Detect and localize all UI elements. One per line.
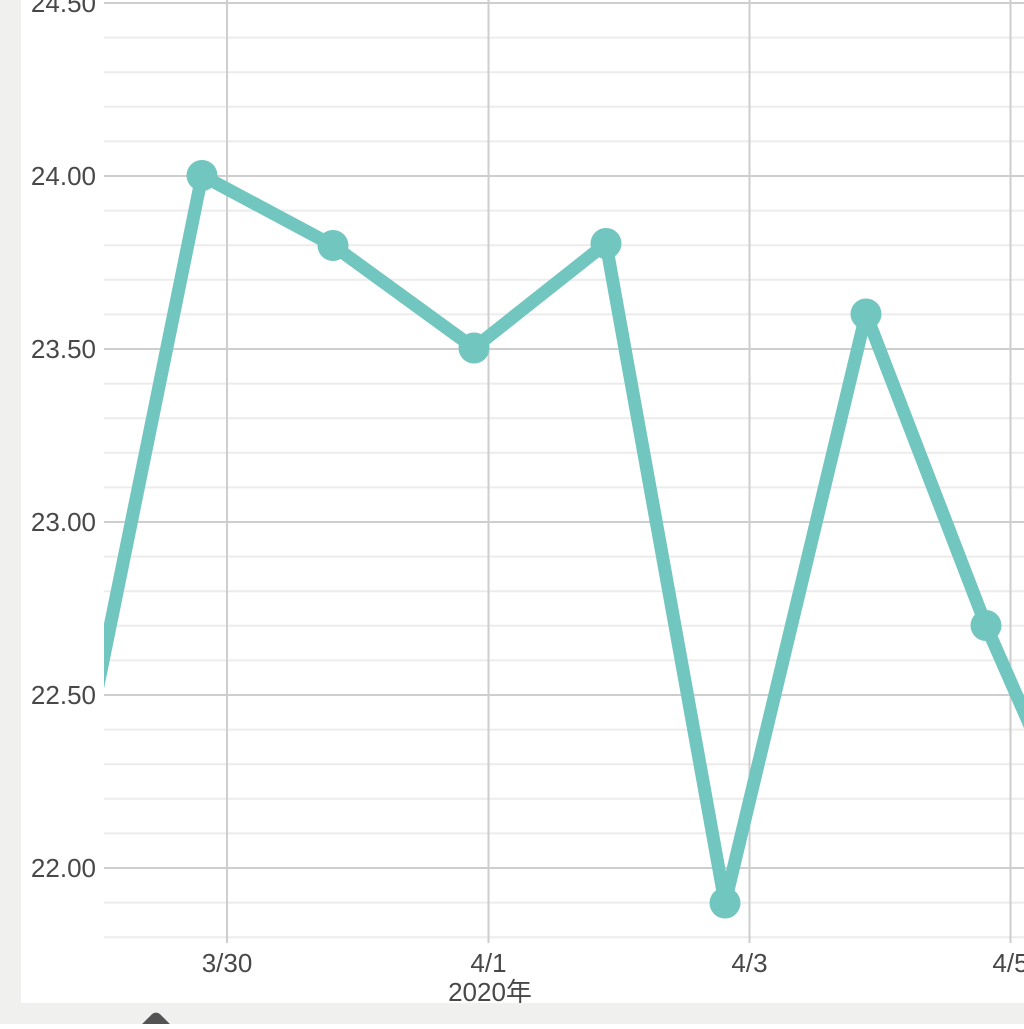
svg-text:22.00: 22.00 [31,853,96,883]
svg-text:2020年: 2020年 [448,977,532,1007]
svg-text:4/3: 4/3 [731,948,767,978]
svg-text:4/5: 4/5 [992,948,1024,978]
svg-text:24.50: 24.50 [31,0,96,18]
svg-text:24.00: 24.00 [31,161,96,191]
svg-text:22.50: 22.50 [31,680,96,710]
svg-text:23.50: 23.50 [31,334,96,364]
svg-text:3/30: 3/30 [202,948,253,978]
svg-text:4/1: 4/1 [470,948,506,978]
svg-text:23.00: 23.00 [31,507,96,537]
